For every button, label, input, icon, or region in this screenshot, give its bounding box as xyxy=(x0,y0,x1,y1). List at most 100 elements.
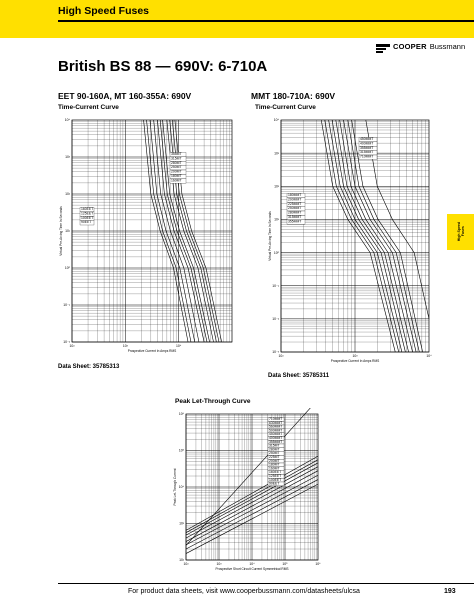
series-line-355MMT xyxy=(343,119,417,353)
legend-entry: 160MT xyxy=(171,178,182,182)
y-tick-label: 10² xyxy=(65,192,71,196)
legend-box xyxy=(358,154,378,160)
legend-entry: 400MMT xyxy=(360,141,373,145)
side-tab[interactable]: High Speed Fuses xyxy=(447,214,474,250)
legend-entry: 225MMT xyxy=(288,202,301,206)
legend-entry: 400MMT xyxy=(269,436,282,440)
logo-brand-text: COOPER xyxy=(393,41,427,51)
series-line-400MMT xyxy=(347,119,420,353)
x-tick-label: 10⁶ xyxy=(315,562,321,566)
header-band xyxy=(0,0,474,38)
chart-grid xyxy=(280,120,429,353)
series-line-125EET xyxy=(149,119,196,343)
legend-box xyxy=(267,481,285,486)
legend-entry: 315MMT xyxy=(360,150,373,154)
y-axis-label: Virtual Pre-Arcing Time In Seconds xyxy=(59,206,63,256)
y-tick-label: 10³ xyxy=(274,151,280,155)
legend-entry: 355MMT xyxy=(269,440,282,444)
legend-entry: 100EET xyxy=(269,478,281,482)
legend-entry: 315MT xyxy=(171,156,182,160)
series-line-100EET xyxy=(146,119,192,343)
series-line-160EET xyxy=(185,479,319,550)
legend-entry: 180MT xyxy=(171,174,182,178)
y-tick-label: 10³ xyxy=(65,155,71,159)
legend-entry: 200MT xyxy=(171,170,182,174)
series-line-200MT xyxy=(162,119,210,343)
y-axis-label: Peak Let-Through Current xyxy=(173,468,177,505)
x-tick-label: 10³ xyxy=(217,562,223,566)
y-tick-label: 10⁻² xyxy=(63,340,71,344)
x-axis-label: Prospective Current In Amps RMS xyxy=(128,349,177,353)
chart-grid xyxy=(185,414,318,561)
header-divider xyxy=(58,20,474,22)
x-tick-label: 10² xyxy=(184,562,190,566)
legend-entry: 500MMT xyxy=(269,428,282,432)
y-tick-label: 10⁰ xyxy=(65,266,71,270)
cooper-logo-icon xyxy=(376,41,390,53)
x-tick-label: 10² xyxy=(70,344,76,348)
legend-entry: 100EET xyxy=(81,216,93,220)
legend-entry: 160MT xyxy=(269,466,280,470)
series-line-200MMT xyxy=(324,119,400,353)
legend-box xyxy=(286,219,306,225)
series-line-250MMT xyxy=(331,119,406,353)
legend-entry: 160EET xyxy=(81,207,93,211)
left-chart-title: Time-Current Curve xyxy=(58,104,119,111)
y-tick-label: 10⁻² xyxy=(272,317,280,321)
y-tick-label: 10⁰ xyxy=(274,251,280,255)
legend-entry: 200MT xyxy=(269,459,280,463)
legend-entry: 180MMT xyxy=(288,193,301,197)
series-line-160MT xyxy=(157,119,205,343)
x-tick-label: 10⁴ xyxy=(176,344,182,348)
legend-entry: 450MMT xyxy=(269,432,282,436)
series-line-225MMT xyxy=(328,119,403,353)
series-line-450MMT xyxy=(185,462,319,536)
series-line-280MT xyxy=(185,470,319,542)
y-tick-label: 10⁵ xyxy=(179,449,185,453)
left-heading: EET 90-160A, MT 160-355A: 690V xyxy=(58,91,192,101)
chart-frame xyxy=(280,119,430,353)
x-tick-label: 10² xyxy=(279,354,285,358)
section-title: High Speed Fuses xyxy=(58,5,150,17)
x-tick-label: 10⁵ xyxy=(282,562,288,566)
x-tick-label: 10³ xyxy=(123,344,129,348)
y-tick-label: 10² xyxy=(274,184,280,188)
y-tick-label: 10¹ xyxy=(65,229,71,233)
x-tick-label: 10⁴ xyxy=(249,562,255,566)
series-line-160EET xyxy=(153,119,200,343)
legend-entry: 315MT xyxy=(269,444,280,448)
max-peak-line xyxy=(185,408,311,546)
series-line-710MMT xyxy=(365,119,430,319)
legend-entry: 250MMT xyxy=(288,206,301,210)
series-line-355MMT xyxy=(185,466,319,539)
y-tick-label: 10⁴ xyxy=(274,118,280,122)
series-line-200MT xyxy=(185,474,319,546)
legend-entry: 160EET xyxy=(269,470,281,474)
right-data-sheet: Data Sheet: 35785311 xyxy=(268,373,330,379)
y-tick-label: 10⁻¹ xyxy=(63,303,71,307)
series-line-315MMT xyxy=(339,119,413,353)
legend-entry: 280MMT xyxy=(288,211,301,215)
series-line-90EET xyxy=(185,483,319,554)
x-axis-label: Prospective Current In Amps RMS xyxy=(331,359,380,363)
series-line-180MT xyxy=(159,119,208,343)
chart-frame xyxy=(71,119,233,343)
legend-entry: 710MMT xyxy=(269,417,282,421)
legend-entry: 250MT xyxy=(171,165,182,169)
legend-entry: 250MT xyxy=(269,451,280,455)
legend-entry: 355MMT xyxy=(360,146,373,150)
y-tick-label: 10⁻¹ xyxy=(272,284,280,288)
legend-entry: 280MT xyxy=(269,447,280,451)
legend-entry: 710MMT xyxy=(360,155,373,159)
legend-box xyxy=(169,178,187,184)
y-tick-label: 10⁶ xyxy=(179,412,185,416)
x-tick-label: 10³ xyxy=(353,354,359,358)
series-line-280MMT xyxy=(335,119,409,353)
x-axis-label: Prospective Short Circuit Current Symmet… xyxy=(216,567,289,571)
series-line-450MMT xyxy=(351,119,423,353)
y-tick-label: 10² xyxy=(179,558,185,562)
footer-note: For product data sheets, visit www.coope… xyxy=(128,588,360,595)
legend-entry: 355MMT xyxy=(288,219,301,223)
